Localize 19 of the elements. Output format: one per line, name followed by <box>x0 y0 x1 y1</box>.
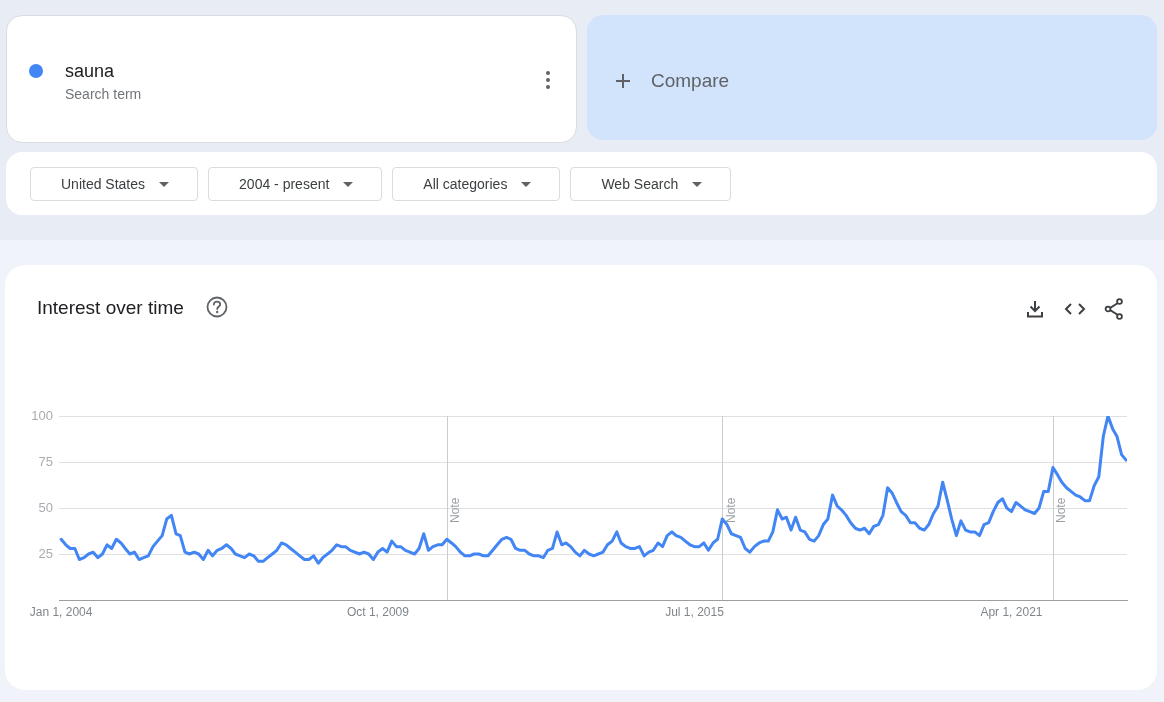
text: United States <box>61 176 146 192</box>
y-tick-label: 50 <box>38 499 53 515</box>
text: Search term <box>65 85 142 103</box>
y-tick-label: 25 <box>38 545 53 561</box>
x-tick-label: Apr 1, 2021 <box>980 604 1043 619</box>
text: Compare <box>651 69 730 92</box>
ref-line-label: Note <box>1054 497 1069 523</box>
ref-line-label: Note <box>448 497 463 523</box>
text: 2004 - present <box>239 176 330 192</box>
ref-line-label: Note <box>723 497 738 523</box>
y-tick-label: 75 <box>38 453 53 469</box>
x-tick-label: Jul 1, 2015 <box>665 604 725 619</box>
text: All categories <box>423 176 508 192</box>
y-tick-label: 100 <box>31 407 53 423</box>
legend-label: sauna <box>65 60 116 82</box>
text: Web Search <box>601 176 679 192</box>
chart-title: Interest over time <box>37 296 184 320</box>
x-tick-label: Jan 1, 2004 <box>29 604 93 619</box>
x-tick-label: Oct 1, 2009 <box>346 604 410 619</box>
